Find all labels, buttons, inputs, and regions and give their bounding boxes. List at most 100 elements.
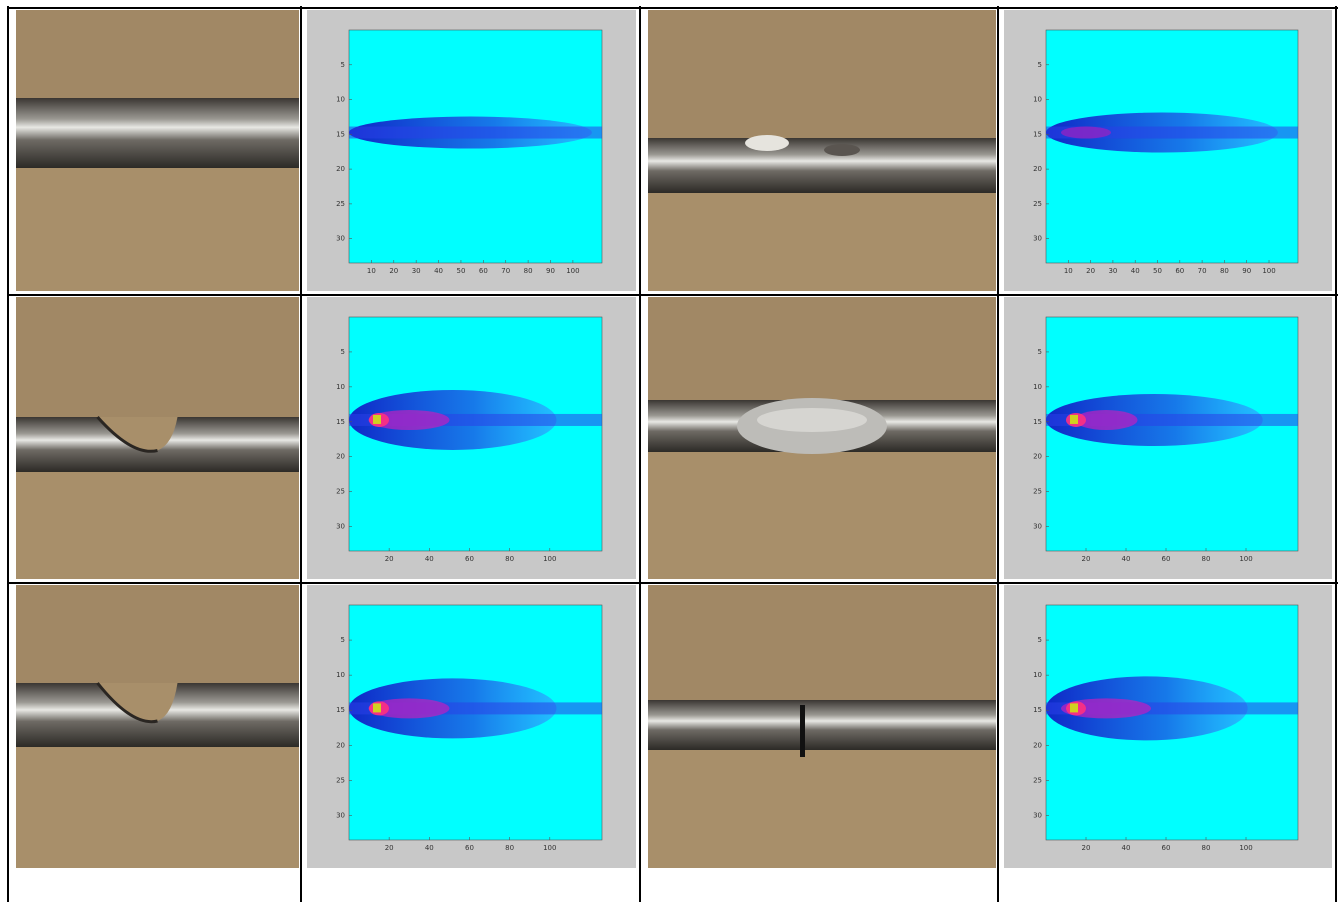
x-tick-label: 60 (465, 555, 474, 563)
photo-cell (648, 585, 996, 868)
background-shade (16, 585, 299, 683)
y-tick-label: 30 (336, 235, 345, 243)
photo (648, 297, 996, 579)
row-rule (7, 7, 1338, 9)
energy-band (349, 127, 602, 139)
x-tick-label: 100 (543, 555, 556, 563)
hotspot (1070, 415, 1078, 424)
photo-cell (16, 297, 299, 579)
y-tick-label: 5 (1038, 636, 1042, 644)
x-tick-label: 10 (367, 267, 376, 275)
y-tick-label: 5 (1038, 61, 1042, 69)
x-tick-label: 20 (1082, 555, 1091, 563)
x-tick-label: 100 (1239, 844, 1252, 852)
x-tick-label: 40 (1122, 555, 1131, 563)
row-rule (7, 582, 1338, 584)
y-tick-label: 15 (1033, 130, 1042, 138)
y-tick-label: 30 (336, 523, 345, 531)
x-tick-label: 60 (1162, 844, 1171, 852)
x-tick-label: 30 (1108, 267, 1117, 275)
x-tick-label: 50 (456, 267, 465, 275)
y-tick-label: 30 (1033, 235, 1042, 243)
x-tick-label: 20 (1086, 267, 1095, 275)
plot-cell: 10203040506070809010051015202530 (1004, 10, 1332, 291)
defect (800, 705, 805, 757)
y-tick-label: 5 (341, 348, 345, 356)
y-tick-label: 20 (336, 165, 345, 173)
photo-cell (648, 10, 996, 291)
photo (648, 10, 996, 291)
y-tick-label: 20 (336, 453, 345, 461)
y-tick-label: 10 (336, 671, 345, 679)
y-tick-label: 15 (336, 706, 345, 714)
y-tick-label: 5 (341, 636, 345, 644)
y-tick-label: 15 (1033, 706, 1042, 714)
rod (648, 700, 996, 750)
background-shade (16, 10, 299, 98)
column-rule (639, 6, 641, 902)
plot-cell: 2040608010051015202530 (307, 585, 636, 868)
background-shade (648, 10, 996, 138)
x-tick-label: 20 (385, 844, 394, 852)
y-tick-label: 10 (1033, 96, 1042, 104)
hotspot (373, 415, 381, 424)
y-tick-label: 20 (336, 741, 345, 749)
y-tick-label: 15 (336, 130, 345, 138)
photo-cell (16, 10, 299, 291)
x-tick-label: 80 (505, 844, 514, 852)
x-tick-label: 40 (1131, 267, 1140, 275)
x-tick-label: 100 (1262, 267, 1275, 275)
y-tick-label: 20 (1033, 165, 1042, 173)
plot-cell: 2040608010051015202530 (1004, 297, 1332, 579)
x-tick-label: 10 (1064, 267, 1073, 275)
x-tick-label: 80 (1202, 844, 1211, 852)
column-rule (300, 6, 302, 902)
x-tick-label: 60 (1162, 555, 1171, 563)
x-tick-label: 20 (389, 267, 398, 275)
x-tick-label: 80 (1220, 267, 1229, 275)
x-tick-label: 80 (505, 555, 514, 563)
hotspot (1061, 127, 1111, 139)
hotspot (373, 703, 381, 712)
y-tick-label: 10 (336, 383, 345, 391)
x-tick-label: 70 (1198, 267, 1207, 275)
y-tick-label: 30 (1033, 811, 1042, 819)
background-shade (648, 585, 996, 700)
defect-highlight (757, 408, 867, 432)
photo (16, 10, 299, 291)
hotspot (1070, 703, 1078, 712)
y-tick-label: 30 (1033, 523, 1042, 531)
y-tick-label: 5 (1038, 348, 1042, 356)
defect (745, 135, 789, 151)
y-tick-label: 10 (336, 96, 345, 104)
y-tick-label: 10 (1033, 671, 1042, 679)
figure-page: {"plots": [ {"xticks": [10, 20, 30, 40, … (0, 0, 1344, 902)
column-rule (997, 6, 999, 902)
rod (648, 138, 996, 193)
y-tick-label: 20 (1033, 741, 1042, 749)
photo (16, 585, 299, 868)
y-tick-label: 25 (336, 776, 345, 784)
y-tick-label: 25 (1033, 488, 1042, 496)
column-rule (7, 6, 9, 902)
y-tick-label: 25 (336, 488, 345, 496)
row-rule (7, 294, 1338, 296)
x-tick-label: 40 (425, 844, 434, 852)
x-tick-label: 50 (1153, 267, 1162, 275)
defect (824, 144, 860, 156)
x-tick-label: 40 (425, 555, 434, 563)
y-tick-label: 25 (1033, 776, 1042, 784)
x-tick-label: 60 (1175, 267, 1184, 275)
photo-cell (648, 297, 996, 579)
spectrogram: 10203040506070809010051015202530 (307, 10, 636, 291)
x-tick-label: 20 (385, 555, 394, 563)
x-tick-label: 100 (1239, 555, 1252, 563)
column-rule (1335, 6, 1337, 902)
x-tick-label: 70 (501, 267, 510, 275)
y-tick-label: 10 (1033, 383, 1042, 391)
